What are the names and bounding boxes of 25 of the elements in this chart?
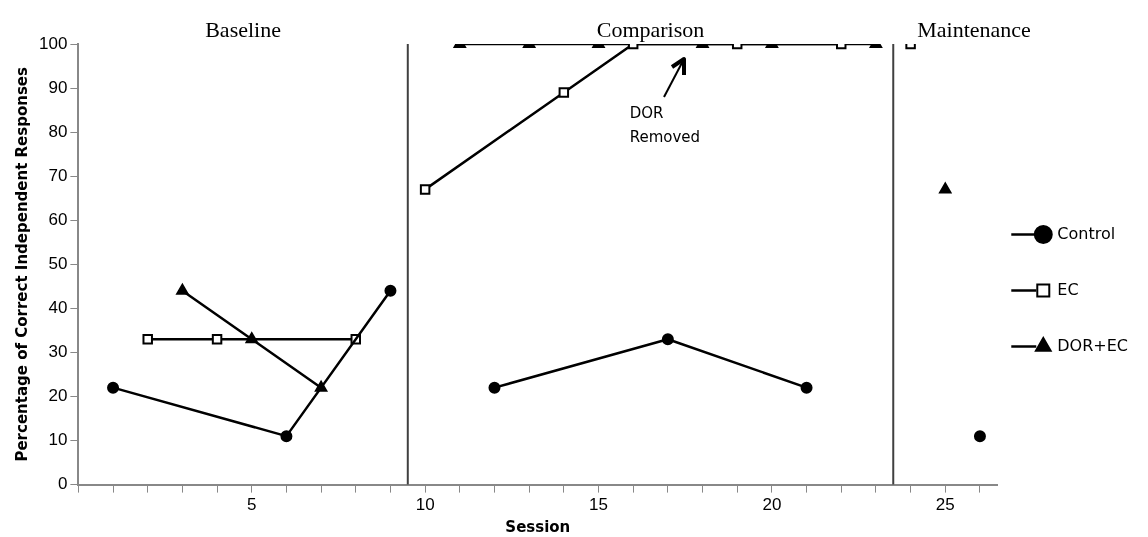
y-tick-label: 70 xyxy=(48,165,68,185)
y-tick-label: 30 xyxy=(48,342,68,362)
y-tick-label: 20 xyxy=(48,386,68,406)
legend-label: Control xyxy=(1057,223,1116,243)
y-tick-label: 80 xyxy=(48,121,68,141)
y-tick-label: 90 xyxy=(48,77,68,97)
x-tick-label: 10 xyxy=(415,495,435,515)
x-tick-label: 5 xyxy=(247,495,257,515)
annotation: DOR Removed xyxy=(629,104,701,147)
y-tick-label: 40 xyxy=(48,298,68,318)
x-tick-label: 25 xyxy=(935,495,955,515)
y-tick-label: 60 xyxy=(48,209,68,229)
y-tick-label: 100 xyxy=(38,33,68,53)
text: Comparison xyxy=(596,16,705,42)
x-tick-label: 15 xyxy=(589,495,608,515)
y-tick-label: 0 xyxy=(57,474,68,494)
y-axis-title: Percentage of Correct Independent Responses xyxy=(12,66,31,462)
text: Baseline xyxy=(205,16,281,42)
y-tick-label: 50 xyxy=(48,253,68,273)
x-tick-label: 20 xyxy=(762,495,782,515)
legend-label: EC xyxy=(1057,279,1079,299)
x-axis-title: Session xyxy=(505,517,571,536)
text: Maintenance xyxy=(917,16,1031,42)
y-tick-label: 10 xyxy=(48,430,68,450)
legend-label: DOR+EC xyxy=(1057,335,1128,355)
